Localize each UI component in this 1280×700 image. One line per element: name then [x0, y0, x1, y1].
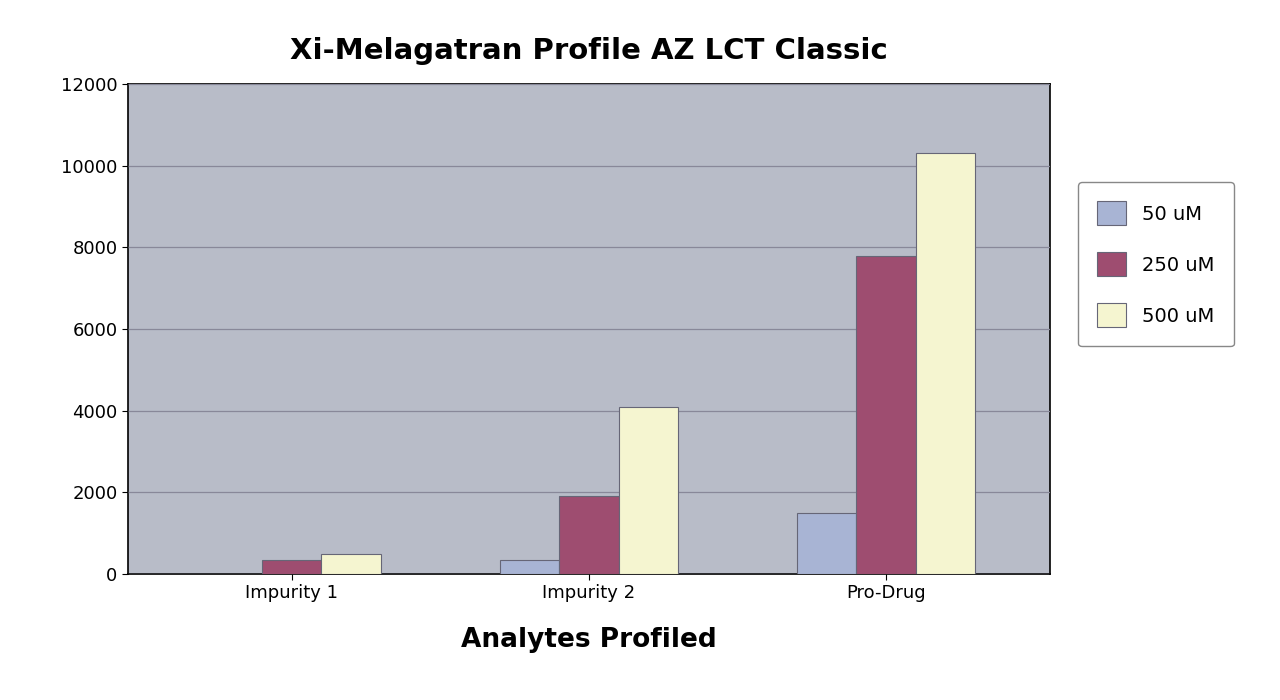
Title: Xi-Melagatran Profile AZ LCT Classic: Xi-Melagatran Profile AZ LCT Classic — [291, 37, 887, 65]
X-axis label: Analytes Profiled: Analytes Profiled — [461, 627, 717, 653]
Legend: 50 uM, 250 uM, 500 uM: 50 uM, 250 uM, 500 uM — [1078, 182, 1234, 346]
Bar — [559, 496, 618, 574]
Bar — [797, 512, 856, 574]
Bar — [321, 554, 380, 574]
Bar — [262, 560, 321, 574]
Bar — [856, 256, 915, 574]
Bar — [618, 407, 678, 574]
Bar — [499, 560, 559, 574]
Bar — [915, 153, 975, 574]
